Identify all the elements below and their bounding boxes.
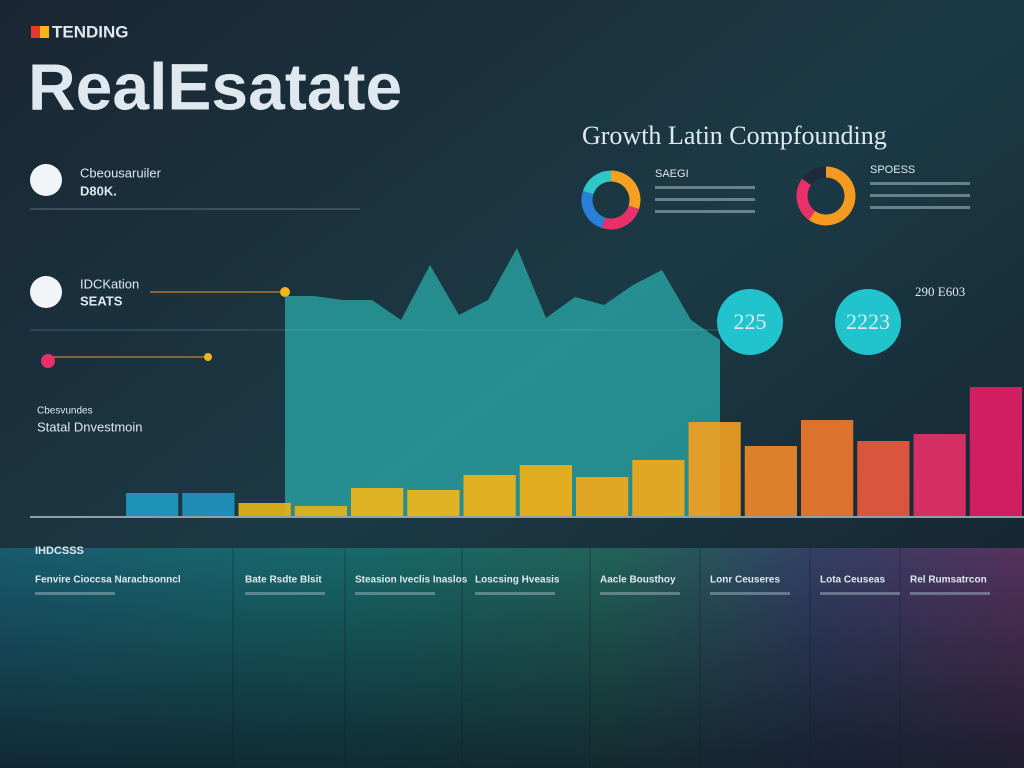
legend-line [870,206,970,209]
bar [519,465,572,516]
column-text-line [35,592,115,595]
legend-line [655,186,755,189]
bar [351,488,404,516]
donut-segment [796,178,816,220]
donut-segment [582,170,612,195]
timeline-dot [280,287,290,297]
section-label: Cbesvundes [37,406,93,417]
column-text-line [600,592,680,595]
column-dividers [232,548,901,768]
icon [30,276,62,308]
bar [576,477,629,516]
column-title: Bate Rsdte Blsit [245,575,322,586]
column-text-line [475,592,555,595]
column-title: Lonr Ceuseres [710,575,780,586]
legend-line [870,182,970,185]
bar [969,387,1022,516]
bar [126,493,179,516]
bar [688,422,741,516]
bar [463,475,516,516]
badge-icon [40,26,49,38]
stat-value: 225 [734,309,767,334]
stat-value: 2223 [846,309,890,334]
badge: TENDING [52,22,129,41]
icon [30,164,62,196]
column-title: Lota Ceuseas [820,575,885,586]
column-text-line [820,592,900,595]
timeline-dot [41,354,55,368]
donut-segment [601,205,640,230]
donut-segment [808,166,856,226]
bar [182,493,235,516]
item-label: IDCKation [80,276,139,291]
item-sub: SEATS [80,293,123,308]
stat-circle [717,289,783,355]
column-title: Aacle Bousthoy [600,575,676,586]
bar [801,420,854,516]
bottom-fade [0,548,1024,768]
item-sub: D80K. [80,183,117,198]
bar [857,441,910,516]
column-title: Steasion Iveclis Inaslos [355,575,468,586]
column-text-line [245,592,325,595]
title: RealEsatate [28,49,402,123]
donut-title: SAEGI [655,168,689,180]
column-title: Loscsing Hveasis [475,575,560,586]
area [285,248,720,516]
column-text-line [910,592,990,595]
bar [632,460,685,516]
bar [407,490,460,516]
legend-line [655,210,755,213]
bar [744,446,797,516]
legend-line [655,198,755,201]
donut-segment [802,166,827,186]
stat-circle [835,289,901,355]
bar [913,434,966,516]
timeline-dot [204,353,212,361]
column-text-line [710,592,790,595]
column-title: Fenvire Cioccsa Naracbsonncl [35,575,181,586]
subtitle: Growth Latin Compfounding [582,121,887,150]
column-text-line [355,592,435,595]
legend-line [870,194,970,197]
bottom-heading: IHDCSSS [35,545,84,557]
bar [238,503,291,516]
donut-title: SPOESS [870,164,915,176]
bar [294,506,347,516]
section-title: Statal Dnvestmoin [37,419,143,434]
donut-segment [610,170,641,210]
item-label: Cbeousaruiler [80,165,162,180]
column-title: Rel Rumsatrcon [910,575,987,586]
stat-label: 290 E603 [915,284,965,299]
donut-segment [581,190,606,229]
